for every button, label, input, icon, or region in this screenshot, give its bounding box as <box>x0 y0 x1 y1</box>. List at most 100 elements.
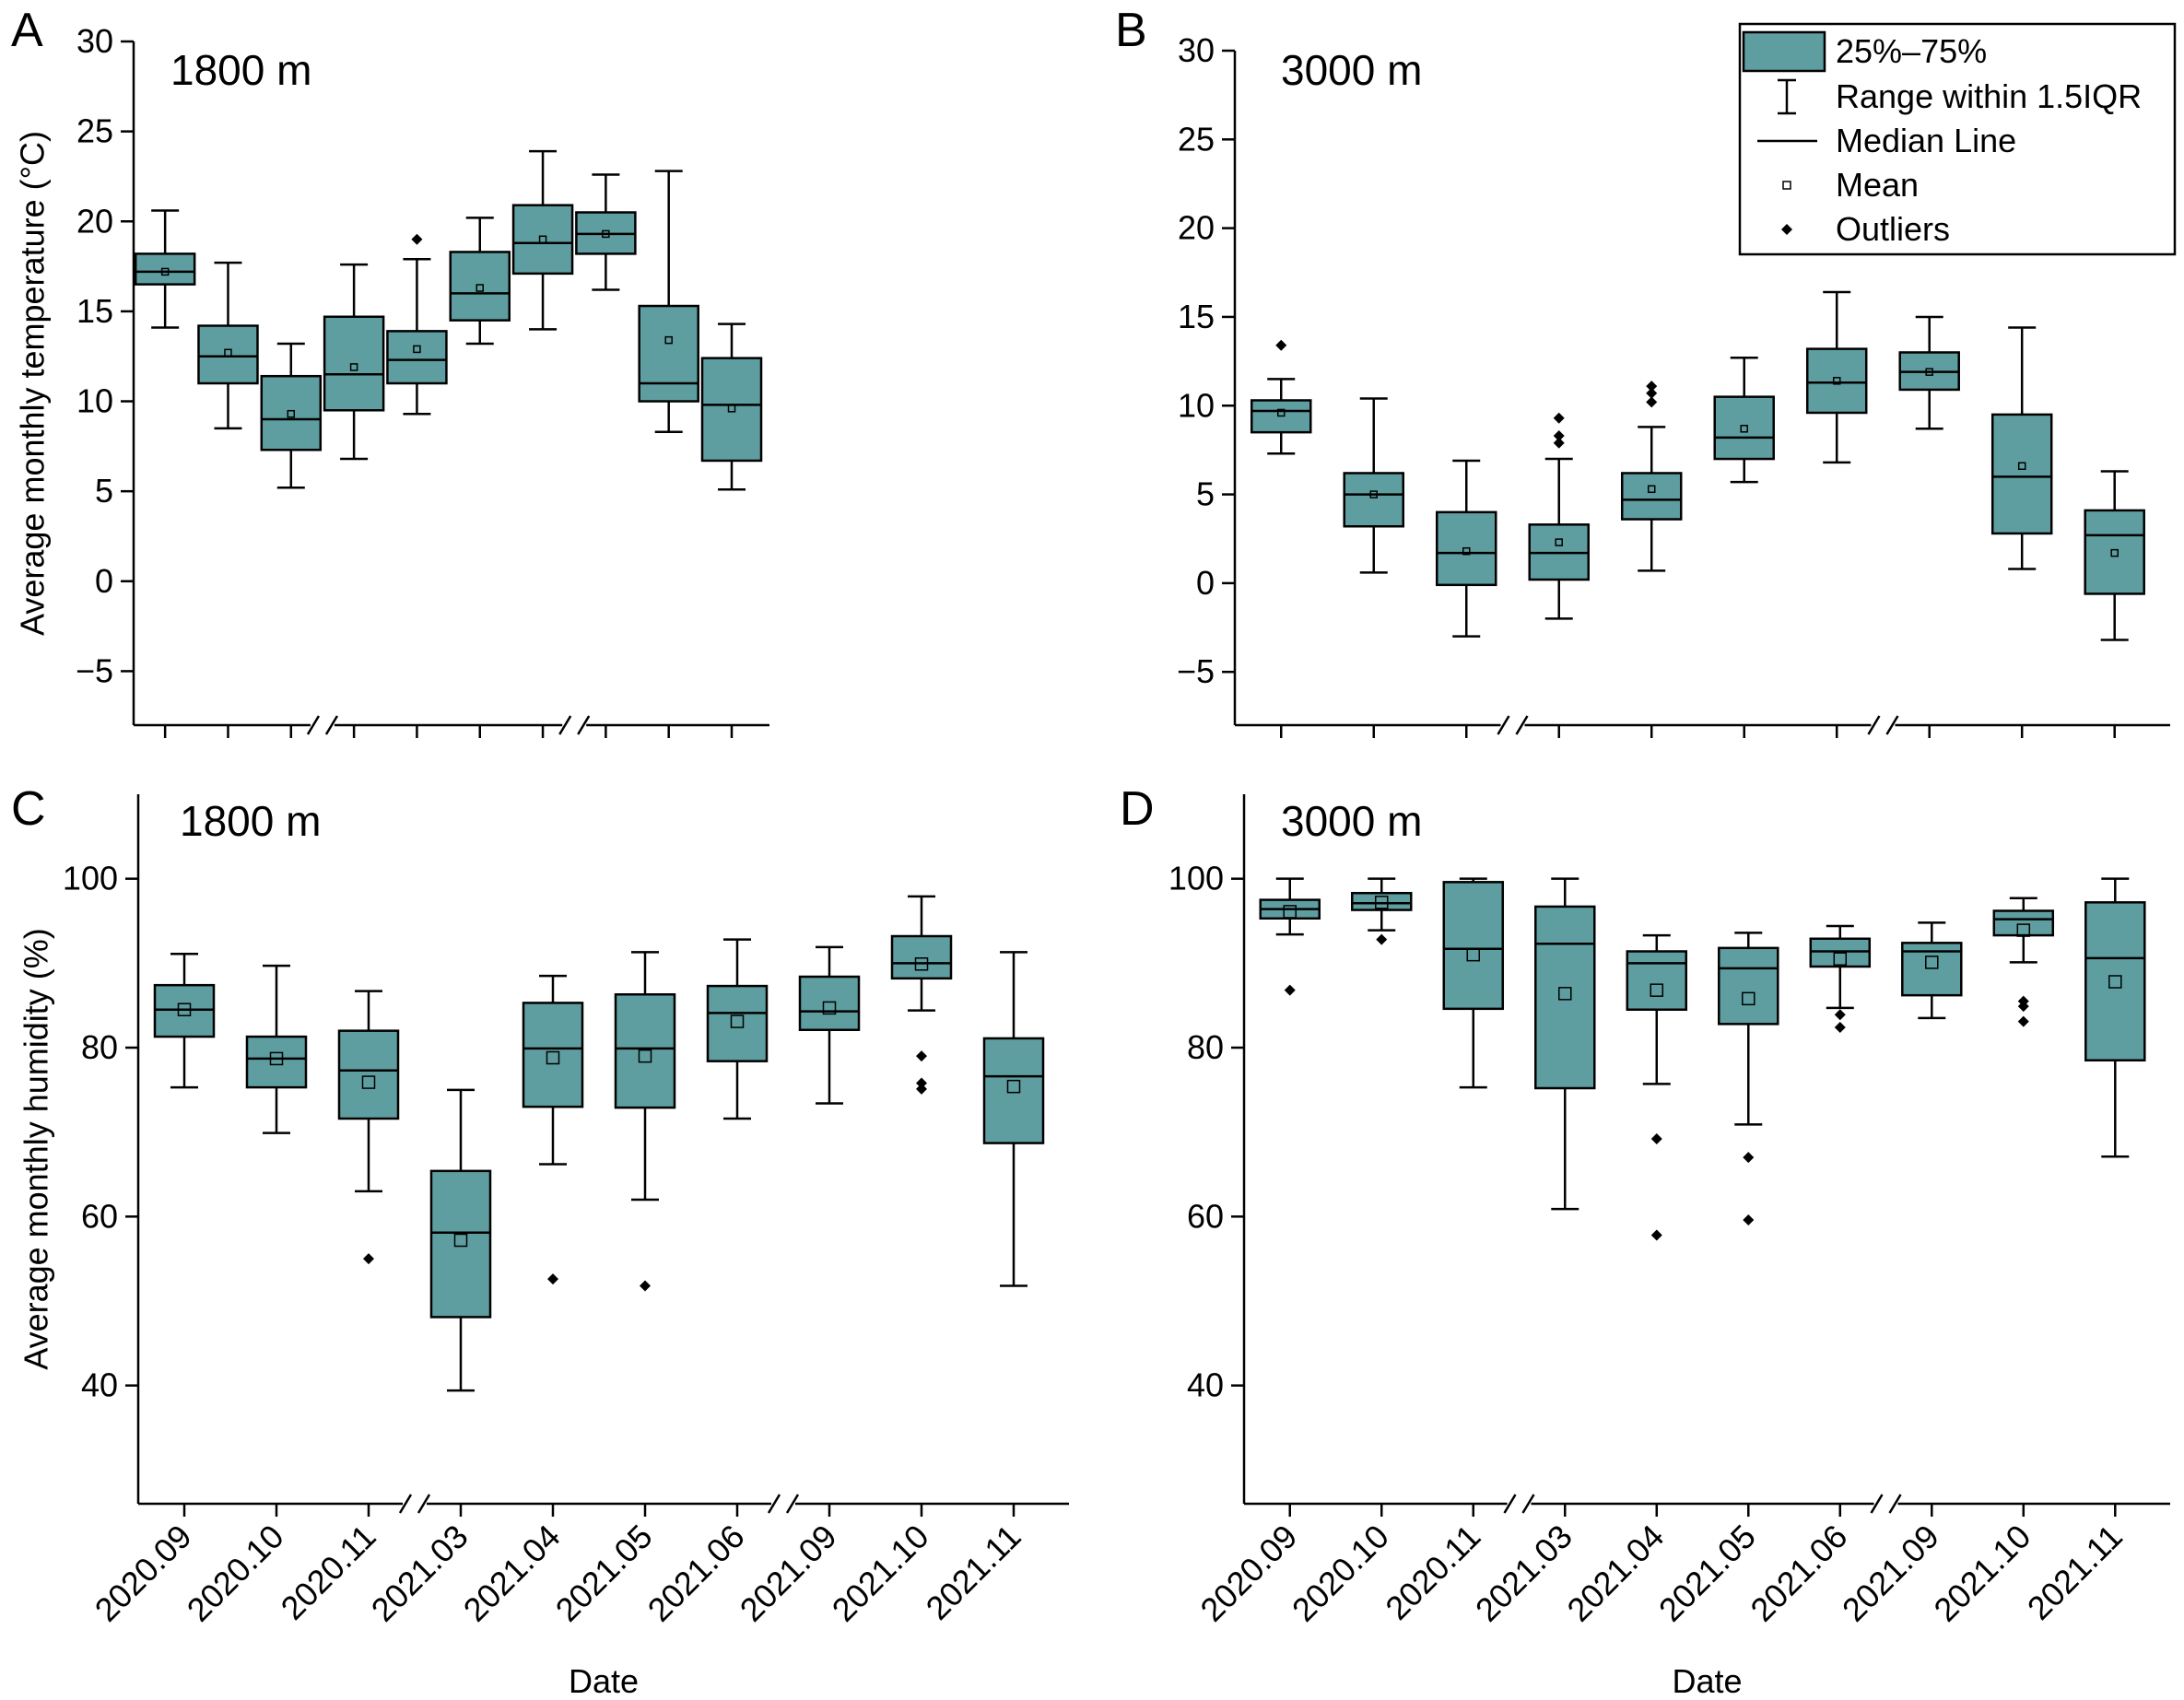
panel-title: 3000 m <box>1281 46 1422 94</box>
mean-marker <box>2016 923 2031 937</box>
axis-break-gap <box>1871 721 1896 729</box>
axis-break-gap <box>403 1500 427 1507</box>
x-tick-label: 2020.10 <box>180 1518 291 1629</box>
iqr-box <box>1620 472 1683 521</box>
axis-break-mark <box>1521 1494 1535 1514</box>
box-2021.05 <box>1718 932 1779 1225</box>
outlier-point <box>916 1077 927 1089</box>
box-2021.11 <box>2084 877 2146 1158</box>
panel-a: A 1800 m −5 0 5 10 15 20 25 30 Average monthly tem… <box>11 4 769 738</box>
box-2021.11 <box>2084 470 2145 641</box>
x-tick-label: 2021.03 <box>364 1518 476 1629</box>
outlier-point <box>1650 1229 1662 1241</box>
axis-break-mark <box>1888 1494 1902 1514</box>
legend-box-swatch <box>1742 30 1826 73</box>
axis-break-gap <box>310 721 335 729</box>
box-2021.09 <box>1901 921 1963 1020</box>
x-tick-label: 2021.04 <box>1559 1518 1671 1629</box>
iqr-box <box>260 374 323 451</box>
axis-break-gap <box>1873 1500 1898 1507</box>
mean-marker <box>1558 987 1572 1001</box>
panel-letter: A <box>11 4 43 57</box>
y-tick-label: 5 <box>1196 475 1215 513</box>
x-tick-label: 2021.10 <box>825 1518 936 1629</box>
y-tick-label: −5 <box>1177 652 1215 690</box>
x-tick-label: 2021.04 <box>456 1518 568 1629</box>
x-tick-label: 2021.03 <box>1468 1518 1579 1629</box>
panel-title: 1800 m <box>180 797 321 845</box>
y-tick-label: 0 <box>95 562 113 600</box>
box-2020.10 <box>197 261 259 430</box>
legend-label: Median Line <box>1836 122 2016 159</box>
outlier-point <box>1743 1214 1755 1225</box>
x-tick-label: 2021.09 <box>733 1518 844 1629</box>
box-2021.09 <box>575 173 637 291</box>
axis-break-mark <box>1497 715 1510 735</box>
mean-marker <box>1925 956 1939 969</box>
legend-outlier-swatch <box>1781 224 1792 235</box>
mean-marker <box>1375 896 1389 909</box>
axis-break-mark <box>577 715 591 735</box>
iqr-box <box>511 204 574 276</box>
axis-break-gap <box>1500 721 1525 729</box>
mean-marker <box>2110 548 2119 557</box>
iqr-box <box>153 983 216 1038</box>
panel-letter: C <box>11 782 46 836</box>
box-2021.04 <box>1620 381 1683 572</box>
x-tick-label: 2021.05 <box>548 1518 660 1629</box>
legend-label: Mean <box>1836 166 1919 204</box>
y-tick-label: 5 <box>95 472 113 510</box>
outlier-point <box>2017 995 2029 1007</box>
axis-break-mark <box>785 1494 800 1514</box>
mean-marker <box>1925 368 1933 376</box>
box-2020.09 <box>153 953 216 1089</box>
panel-b: B 3000 m −5 0 5 10 15 20 25 30 <box>1115 4 2170 738</box>
box-2020.11 <box>1435 459 1497 638</box>
box-2021.10 <box>638 170 699 433</box>
iqr-box <box>982 1037 1045 1144</box>
box-2021.03 <box>323 263 385 461</box>
axis-break-mark <box>1503 1494 1517 1514</box>
box-2021.03 <box>1528 412 1590 620</box>
mean-marker <box>1647 485 1656 494</box>
x-tick-label: 2020.09 <box>1192 1518 1304 1629</box>
legend-item-whisker: Range within 1.5IQR <box>1778 77 2142 115</box>
iqr-box <box>2084 901 2146 1061</box>
y-tick-label: 30 <box>76 22 113 60</box>
y-axis-title: Average monthly humidity (%) <box>18 928 55 1370</box>
y-tick-label: 40 <box>1187 1366 1224 1404</box>
outlier-point <box>547 1273 558 1285</box>
mean-marker <box>1555 538 1563 546</box>
x-axis-title: Date <box>1672 1662 1742 1700</box>
axis-break-mark <box>306 715 321 735</box>
outlier-point <box>1650 1133 1662 1144</box>
y-tick-label: −5 <box>76 651 113 689</box>
box-2021.04 <box>522 974 584 1285</box>
legend-label: 25%–75% <box>1836 32 1987 70</box>
box-2021.09 <box>798 945 861 1105</box>
box-2021.06 <box>706 938 769 1120</box>
legend-item-median: Median Line <box>1757 122 2016 159</box>
panel-title: 3000 m <box>1281 797 1422 845</box>
iqr-box <box>429 1169 492 1319</box>
axis-break-mark <box>558 715 572 735</box>
mean-marker <box>349 363 358 371</box>
axis-break-gap <box>562 721 587 729</box>
x-tick-label: 2021.05 <box>1651 1518 1763 1629</box>
outlier-point <box>1553 437 1565 449</box>
outlier-point <box>1646 396 1658 408</box>
iqr-box <box>614 993 676 1109</box>
iqr-box <box>449 251 511 322</box>
mean-marker <box>1833 952 1848 966</box>
outlier-point <box>1646 387 1658 399</box>
outlier-point <box>916 1083 927 1095</box>
legend-item-box: 25%–75% <box>1742 30 1987 73</box>
y-tick-label: 25 <box>76 112 113 150</box>
mean-marker <box>413 345 421 354</box>
mean-marker <box>361 1075 376 1089</box>
outlier-point <box>1275 339 1287 351</box>
outlier-point <box>640 1280 651 1292</box>
outlier-point <box>1553 412 1565 424</box>
legend-item-outlier: Outliers <box>1781 210 1950 248</box>
